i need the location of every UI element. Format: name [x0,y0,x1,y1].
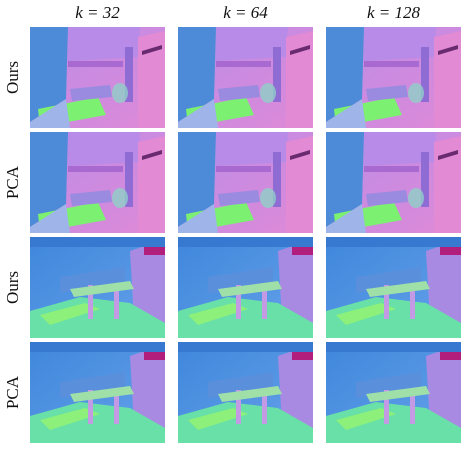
column-header: k = 128 [367,3,421,22]
normal-map-image [326,342,461,443]
row-label: Ours [3,271,22,304]
normal-map-image [326,27,461,128]
column-header: k = 64 [223,3,268,22]
normal-map-image [30,342,165,443]
normal-map-image [30,237,165,338]
column-header: k = 32 [75,3,120,22]
normal-map-image [178,342,313,443]
row-label: PCA [3,375,22,409]
normal-map-image [30,132,165,233]
normal-map-image [326,237,461,338]
normal-map-image [178,237,313,338]
normal-map-image [178,27,313,128]
row-label: Ours [3,61,22,94]
normal-map-image [326,132,461,233]
normal-map-image [178,132,313,233]
normal-map-image [30,27,165,128]
row-label: PCA [3,165,22,199]
